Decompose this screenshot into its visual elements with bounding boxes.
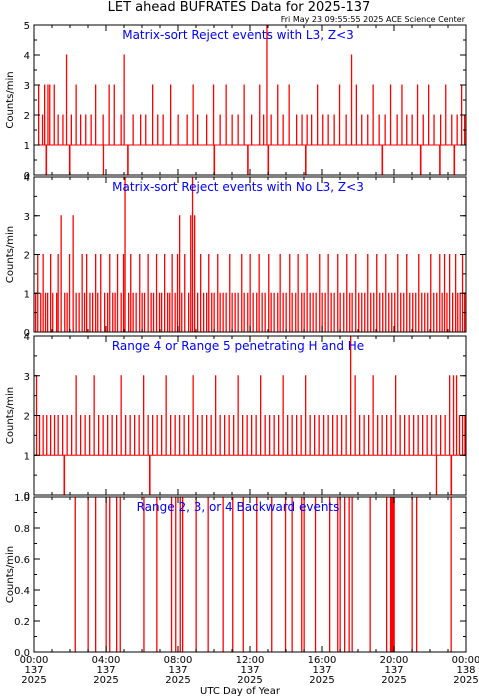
y-tick-label: 0.0 (14, 648, 30, 659)
y-tick-label: 1 (24, 141, 30, 152)
y-tick-label: 0 (24, 328, 30, 339)
series-line-panel-4 (34, 497, 466, 652)
y-tick-label: 1 (24, 289, 30, 300)
x-tick-label-doy: 137 (24, 665, 43, 676)
x-tick-label-year: 2025 (381, 675, 406, 686)
panel-title: Range 2, 3, or 4 Backward events (137, 500, 340, 514)
x-tick-label-year: 2025 (165, 675, 190, 686)
x-tick-label-time: 00:00 (20, 655, 49, 666)
series-line-panel-3 (34, 336, 466, 495)
x-tick-label-time: 08:00 (164, 655, 193, 666)
x-tick-label-year: 2025 (21, 675, 46, 686)
y-tick-label: 2 (24, 111, 30, 122)
panel-title: Matrix-sort Reject events with L3, Z<3 (122, 28, 354, 42)
x-tick-label-time: 16:00 (308, 655, 337, 666)
panel-4: 0.0 0.2 0.4 0.6 0.8 1.0 Counts/min Range 2, 3, … (5, 493, 467, 659)
x-axis-ticks: 00:00137202504:00137202508:00137202512:0… (20, 655, 479, 686)
y-tick-label: 0 (24, 491, 30, 502)
y-tick-label: 3 (24, 372, 30, 383)
series-line-panel-2 (34, 177, 466, 332)
chart-title: LET ahead BUFRATES Data for 2025-137 (108, 0, 371, 15)
panel-title: Matrix-sort Reject events with No L3, Z<… (112, 180, 364, 194)
y-tick-label: 0.8 (14, 524, 30, 535)
y-tick-label: 3 (24, 81, 30, 92)
x-tick-label-year: 2025 (237, 675, 262, 686)
x-tick-label-doy: 137 (384, 665, 403, 676)
y-tick-label: 2 (24, 412, 30, 423)
timestamp-label: Fri May 23 09:55:55 2025 ACE Science Cen… (281, 15, 466, 24)
x-tick-label-time: 12:00 (236, 655, 265, 666)
x-tick-label-year: 2025 (309, 675, 334, 686)
y-axis-label: Counts/min (5, 71, 16, 128)
plot-frame (33, 496, 467, 653)
x-tick-label-year: 2025 (453, 675, 478, 686)
x-tick-label-doy: 137 (96, 665, 115, 676)
y-tick-label: 0.2 (14, 617, 30, 628)
panel-3: 0 1 2 3 4 Counts/min Range 4 or Range 5 penetr… (5, 332, 467, 502)
plot-frame (33, 24, 467, 176)
y-tick-label: 0.6 (14, 555, 30, 566)
series-line-panel-1 (34, 25, 466, 175)
x-tick-label-time: 20:00 (380, 655, 409, 666)
x-tick-label-time: 00:00 (452, 655, 479, 666)
y-axis-label: Counts/min (5, 226, 16, 283)
x-tick-label-time: 04:00 (92, 655, 121, 666)
y-tick-label: 1 (24, 451, 30, 462)
panel-2: 0 1 2 3 4 Counts/min Matrix-sort Reject events… (5, 173, 467, 339)
panel-title: Range 4 or Range 5 penetrating H and He (112, 339, 364, 353)
x-tick-label-year: 2025 (93, 675, 118, 686)
x-tick-label-doy: 137 (312, 665, 331, 676)
x-tick-label-doy: 138 (456, 665, 475, 676)
y-axis-label: Counts/min (5, 387, 16, 444)
y-tick-label: 5 (24, 21, 30, 32)
x-tick-label-doy: 137 (240, 665, 259, 676)
y-tick-label: 4 (24, 332, 30, 343)
panel-1: 0 1 2 3 4 5 Counts/min Matrix-sort Reject event… (5, 21, 467, 182)
x-axis-label: UTC Day of Year (200, 686, 281, 697)
y-tick-label: 2 (24, 251, 30, 262)
x-tick-label-doy: 137 (168, 665, 187, 676)
y-tick-label: 4 (24, 51, 30, 62)
y-tick-label: 0.4 (14, 586, 30, 597)
y-axis-label: Counts/min (5, 546, 16, 603)
y-tick-label: 3 (24, 212, 30, 223)
panels: 0 1 2 3 4 5 Counts/min Matrix-sort Reject event… (5, 21, 467, 659)
y-tick-label: 4 (24, 173, 30, 184)
y-tick-label: 1.0 (14, 493, 30, 504)
y-tick-label: 0 (24, 171, 30, 182)
